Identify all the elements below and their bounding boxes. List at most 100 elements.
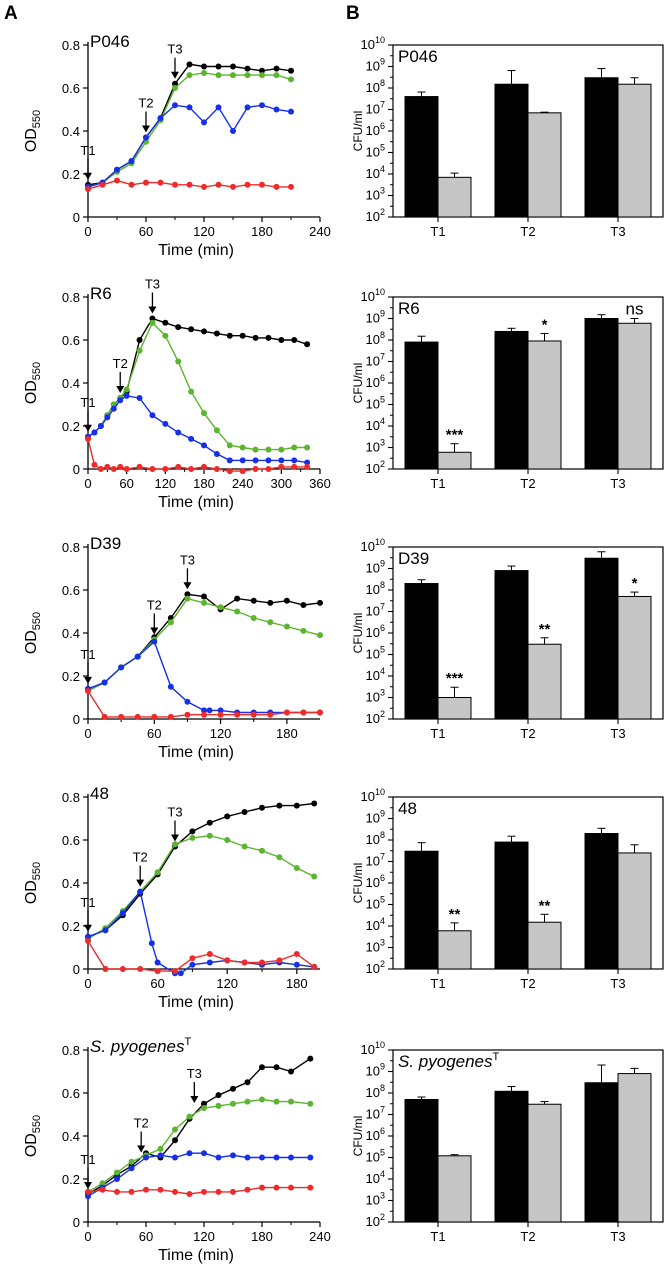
data-point-green: [244, 72, 251, 79]
x-tick-label: 180: [193, 476, 215, 491]
growth-chart-1: 0 60 120 180 240 300 360 0 0.2 0.4 0.6 0.8 Time (min…: [23, 277, 331, 512]
data-point-black: [244, 65, 251, 72]
y-axis-label: CFU/ml: [351, 613, 365, 654]
data-point-green: [234, 608, 241, 615]
data-point-blue: [162, 420, 169, 427]
y-tick-label: 1010: [361, 287, 385, 304]
data-point-red: [224, 957, 231, 964]
data-point-red: [136, 463, 143, 470]
y-tick-label: 109: [366, 57, 385, 74]
data-point-red: [226, 468, 233, 475]
time-marker-label: T3: [145, 277, 160, 292]
data-point-black: [273, 1064, 280, 1071]
x-tick-label: 360: [309, 476, 331, 491]
y-tick-label: 109: [366, 809, 385, 826]
data-point-green: [123, 386, 130, 393]
data-point-black: [213, 330, 220, 337]
data-point-red: [162, 466, 169, 472]
data-point-black: [291, 337, 298, 343]
data-point-black: [215, 1092, 222, 1099]
time-marker-arrow-head: [136, 879, 145, 887]
x-axis-label: Time (min): [158, 994, 234, 1011]
data-point-red: [104, 463, 111, 470]
data-point-blue: [201, 442, 207, 449]
series-line-blue: [87, 640, 320, 714]
y-tick-label: 103: [366, 1191, 385, 1208]
data-point-black: [300, 602, 307, 609]
y-tick-label: 0.2: [62, 167, 80, 182]
series-line-red: [87, 1186, 311, 1195]
data-point-blue: [128, 158, 135, 165]
y-tick-label: 106: [366, 1126, 385, 1143]
data-point-red: [293, 950, 300, 957]
bar-gray: [527, 643, 562, 720]
data-point-black: [189, 828, 196, 835]
y-tick-label: 107: [366, 852, 385, 869]
data-point-black: [288, 1068, 294, 1075]
time-marker-arrow-head: [150, 627, 159, 635]
data-point-red: [97, 466, 104, 472]
y-axis-label: CFU/ml: [351, 111, 365, 152]
data-point-black: [172, 1137, 178, 1144]
data-point-black: [311, 800, 318, 807]
data-point-blue: [186, 104, 193, 111]
time-marker-label: T3: [167, 804, 182, 819]
y-tick-label: 0.8: [62, 790, 80, 805]
data-point-black: [186, 61, 193, 68]
data-point-green: [265, 446, 272, 453]
data-point-red: [239, 468, 246, 475]
data-point-green: [288, 1098, 294, 1105]
x-tick-label: 180: [286, 976, 308, 991]
y-tick-label: 0.8: [62, 1043, 80, 1058]
data-point-black: [201, 1100, 207, 1107]
significance-label: ns: [626, 300, 644, 319]
x-tick-label: T1: [430, 726, 445, 741]
data-point-red: [244, 181, 251, 188]
y-tick-label: 102: [366, 709, 385, 726]
significance-label: *: [632, 575, 638, 592]
data-point-green: [288, 76, 294, 83]
x-axis-label: Time (min): [158, 1247, 234, 1264]
x-tick-label: 180: [251, 1229, 273, 1244]
data-point-green: [283, 623, 290, 630]
bar-black: [404, 850, 439, 970]
y-tick-label: 0.6: [62, 333, 80, 348]
data-point-green: [136, 347, 143, 354]
y-tick-label: 106: [366, 623, 385, 640]
data-point-red: [291, 463, 298, 470]
data-point-blue: [186, 1150, 193, 1157]
y-tick-label: 1010: [361, 787, 385, 804]
data-point-green: [317, 632, 323, 639]
data-point-red: [172, 968, 178, 975]
data-point-green: [291, 444, 298, 451]
panel-label-b: B: [346, 3, 360, 24]
data-point-black: [188, 326, 195, 333]
data-point-red: [278, 463, 285, 470]
data-point-black: [252, 334, 259, 341]
bar-gray: [437, 1155, 472, 1223]
data-point-green: [239, 444, 246, 451]
data-point-black: [265, 334, 272, 341]
data-point-green: [304, 444, 311, 451]
bar-black: [404, 1098, 439, 1223]
bar-black: [584, 77, 619, 218]
x-tick-label: 0: [84, 726, 91, 741]
data-point-blue: [184, 698, 191, 705]
y-tick-label: 0.2: [62, 419, 80, 434]
data-point-black: [283, 597, 290, 604]
data-point-blue: [136, 395, 143, 402]
y-tick-label: 108: [366, 78, 385, 95]
data-point-black: [259, 804, 265, 811]
data-point-green: [224, 837, 231, 843]
data-point-red: [119, 966, 126, 972]
series-line-green: [87, 1098, 311, 1193]
time-marker-label: T1: [80, 1152, 95, 1167]
data-point-black: [215, 63, 222, 70]
y-tick-label: 0.4: [62, 376, 80, 391]
x-tick-label: 120: [193, 1229, 215, 1244]
data-point-blue: [201, 1150, 207, 1157]
chart-title: S. pyogenesT: [398, 1051, 500, 1071]
data-point-blue: [118, 664, 125, 671]
data-point-red: [118, 713, 125, 720]
significance-label: **: [539, 897, 551, 914]
